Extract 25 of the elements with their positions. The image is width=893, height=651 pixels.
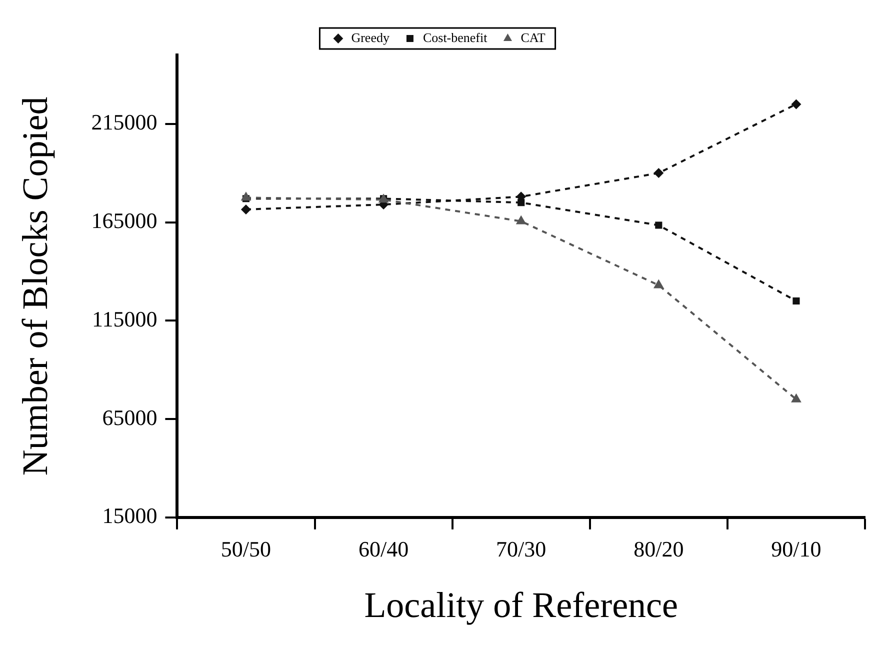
legend-label: Cost-benefit [422, 30, 488, 45]
y-tick-label: 165000 [91, 208, 158, 234]
point [791, 99, 802, 110]
x-tick-label: 60/40 [358, 536, 409, 562]
point [240, 204, 251, 214]
point [653, 279, 664, 288]
point [240, 192, 252, 201]
y-axis-title: Number of Blocks Copied [15, 96, 56, 476]
point [791, 393, 802, 402]
y-tick-label: 15000 [102, 503, 158, 528]
point [654, 168, 664, 178]
point [792, 297, 800, 304]
point [516, 215, 526, 224]
point [518, 199, 525, 206]
x-axis-title: Locality of Reference [364, 584, 678, 625]
y-tick-label: 115000 [92, 306, 158, 332]
x-tick-label: 50/50 [220, 536, 272, 562]
x-tick-label: 70/30 [496, 536, 546, 562]
legend-label: Greedy [351, 30, 390, 45]
y-tick-label: 215000 [91, 110, 158, 135]
legend-label: CAT [520, 30, 546, 45]
point [655, 222, 662, 229]
x-tick-label: 80/20 [634, 536, 684, 562]
x-tick-label: 90/10 [771, 536, 822, 562]
y-tick-label: 65000 [102, 404, 158, 430]
